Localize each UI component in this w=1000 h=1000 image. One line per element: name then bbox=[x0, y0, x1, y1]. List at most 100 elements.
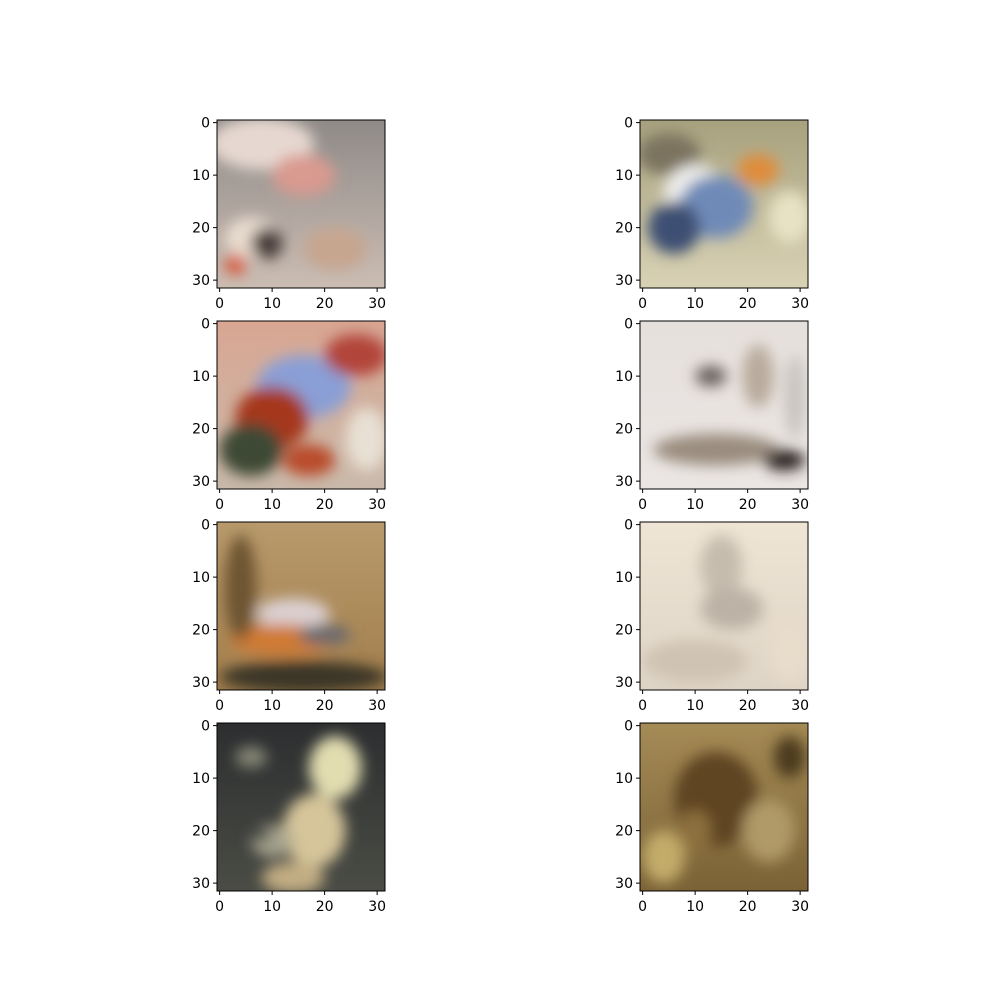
x-tick-label: 30 bbox=[791, 698, 809, 714]
x-tick-label: 30 bbox=[368, 296, 386, 312]
x-tick-label: 0 bbox=[638, 698, 647, 714]
y-tick-label: 10 bbox=[192, 369, 210, 385]
y-tick-label: 10 bbox=[192, 771, 210, 787]
image-patch-3 bbox=[219, 661, 385, 690]
x-tick-label: 30 bbox=[368, 899, 386, 915]
axes-frame bbox=[639, 119, 809, 289]
subplot-row-1-col-1: 0 10 20 30 0 10 20 30 bbox=[192, 116, 386, 312]
y-tick-label: 30 bbox=[615, 474, 633, 490]
image-patch-2 bbox=[251, 825, 294, 857]
image-patch-0 bbox=[256, 598, 330, 630]
x-tick-label: 20 bbox=[316, 698, 334, 714]
axes-frame bbox=[639, 722, 809, 892]
x-tick-label: 10 bbox=[263, 497, 281, 513]
image-row-1-col-1 bbox=[217, 120, 385, 288]
image-patch-2 bbox=[742, 799, 795, 863]
y-tick-label: 10 bbox=[192, 168, 210, 184]
x-tick-label: 20 bbox=[316, 296, 334, 312]
image-patch-4 bbox=[261, 862, 325, 891]
x-tick-label: 10 bbox=[686, 899, 704, 915]
x-tick-label: 20 bbox=[739, 296, 757, 312]
image-row-4-col-1 bbox=[217, 723, 385, 891]
image-row-4-col-2 bbox=[640, 723, 808, 891]
subplot-row-1-col-2: 0 10 20 30 0 10 20 30 bbox=[615, 116, 809, 312]
x-tick-label: 20 bbox=[739, 899, 757, 915]
y-tick-label: 0 bbox=[201, 518, 210, 534]
image-patch-3 bbox=[768, 619, 808, 683]
y-tick-label: 30 bbox=[615, 675, 633, 691]
y-tick-label: 30 bbox=[192, 675, 210, 691]
x-tick-label: 30 bbox=[791, 497, 809, 513]
image-patch-3 bbox=[763, 449, 806, 471]
image-patch-2 bbox=[653, 433, 780, 466]
x-tick-label: 20 bbox=[739, 698, 757, 714]
y-tick-label: 30 bbox=[192, 876, 210, 892]
y-tick-label: 10 bbox=[615, 570, 633, 586]
image-row-2-col-2 bbox=[640, 321, 808, 489]
image-patch-2 bbox=[642, 640, 748, 683]
image-row-3-col-2 bbox=[640, 522, 808, 690]
y-tick-label: 20 bbox=[192, 422, 210, 438]
image-patch-0 bbox=[308, 736, 362, 800]
y-tick-label: 20 bbox=[192, 824, 210, 840]
image-patch-4 bbox=[224, 535, 257, 641]
subplot-row-4-col-2: 0 10 20 30 0 10 20 30 bbox=[615, 719, 809, 915]
image-patch-2 bbox=[298, 624, 351, 646]
image-patch-3 bbox=[679, 809, 711, 852]
y-tick-label: 20 bbox=[615, 221, 633, 237]
axes-frame bbox=[639, 320, 809, 490]
x-tick-label: 10 bbox=[686, 698, 704, 714]
image-patch-4 bbox=[345, 407, 385, 471]
x-tick-label: 0 bbox=[638, 899, 647, 915]
x-tick-label: 0 bbox=[215, 296, 224, 312]
subplot-row-2-col-2: 0 10 20 30 0 10 20 30 bbox=[615, 317, 809, 513]
y-tick-label: 30 bbox=[192, 273, 210, 289]
subplot-row-3-col-2: 0 10 20 30 0 10 20 30 bbox=[615, 518, 809, 714]
image-patch-1 bbox=[742, 344, 774, 408]
y-tick-label: 20 bbox=[615, 824, 633, 840]
image-patch-5 bbox=[303, 227, 367, 270]
image-patch-2 bbox=[219, 423, 283, 476]
subplot-row-2-col-1: 0 10 20 30 0 10 20 30 bbox=[192, 317, 386, 513]
image-patch-1 bbox=[272, 154, 336, 197]
x-tick-label: 10 bbox=[686, 296, 704, 312]
axes-frame bbox=[216, 722, 386, 892]
x-tick-label: 10 bbox=[686, 497, 704, 513]
y-tick-label: 20 bbox=[615, 623, 633, 639]
y-tick-label: 0 bbox=[201, 317, 210, 333]
x-tick-label: 10 bbox=[263, 698, 281, 714]
x-tick-label: 30 bbox=[791, 296, 809, 312]
x-tick-label: 10 bbox=[263, 899, 281, 915]
image-patch-4 bbox=[224, 253, 246, 275]
image-patch-4 bbox=[773, 736, 806, 779]
x-tick-label: 30 bbox=[368, 698, 386, 714]
image-patch-5 bbox=[235, 746, 267, 768]
image-patch-0 bbox=[640, 133, 701, 176]
y-tick-label: 0 bbox=[624, 317, 633, 333]
axes-frame bbox=[216, 320, 386, 490]
axes-frame bbox=[639, 521, 809, 691]
y-tick-label: 0 bbox=[624, 719, 633, 735]
image-row-3-col-1 bbox=[217, 522, 385, 690]
image-patch-3 bbox=[251, 227, 283, 260]
image-row-1-col-2 bbox=[640, 120, 808, 288]
axes-frame bbox=[216, 119, 386, 289]
x-tick-label: 20 bbox=[316, 497, 334, 513]
y-tick-label: 10 bbox=[615, 771, 633, 787]
image-patch-3 bbox=[251, 830, 273, 842]
y-tick-label: 10 bbox=[615, 168, 633, 184]
y-tick-label: 0 bbox=[624, 518, 633, 534]
x-tick-label: 20 bbox=[739, 497, 757, 513]
y-tick-label: 0 bbox=[624, 116, 633, 132]
image-patch-5 bbox=[768, 190, 808, 244]
y-tick-label: 30 bbox=[615, 273, 633, 289]
x-tick-label: 10 bbox=[263, 296, 281, 312]
axes-frame bbox=[216, 521, 386, 691]
subplot-row-4-col-1: 0 10 20 30 0 10 20 30 bbox=[192, 719, 386, 915]
x-tick-label: 0 bbox=[215, 698, 224, 714]
y-tick-label: 0 bbox=[201, 719, 210, 735]
image-patch-0 bbox=[700, 535, 743, 599]
x-tick-label: 20 bbox=[316, 899, 334, 915]
image-patch-1 bbox=[282, 793, 346, 868]
x-tick-label: 30 bbox=[791, 899, 809, 915]
